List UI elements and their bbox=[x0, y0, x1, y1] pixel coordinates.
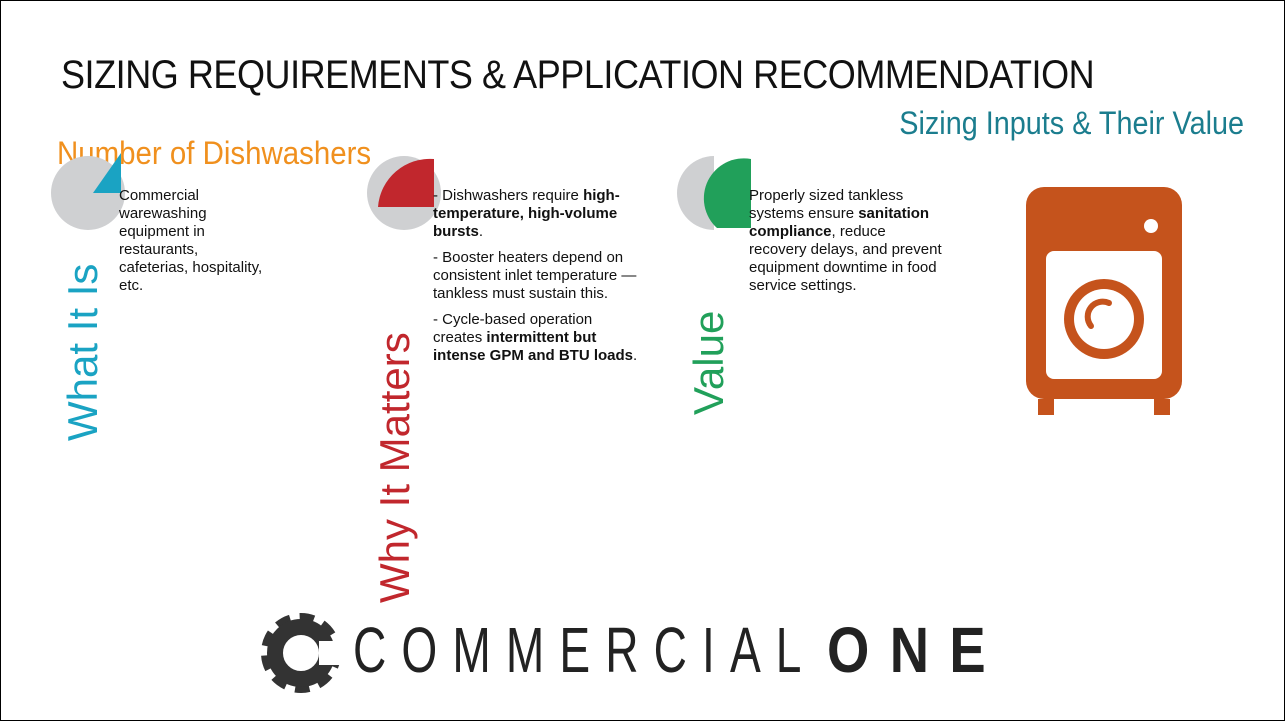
column-text: - Dishwashers require high-temperature, … bbox=[433, 187, 645, 373]
paragraph: - Cycle-based operation creates intermit… bbox=[433, 311, 645, 365]
icon-why bbox=[367, 156, 441, 230]
bold-text: sanitation compliance bbox=[749, 205, 930, 240]
text: - Dishwashers require bbox=[433, 187, 584, 204]
subtitle: Sizing Inputs & Their Value bbox=[899, 105, 1244, 141]
column-text: Properly sized tankless systems ensure s… bbox=[749, 187, 944, 303]
logo-gear bbox=[261, 613, 349, 693]
paragraph: - Booster heaters depend on consistent i… bbox=[433, 249, 645, 303]
paragraph: Properly sized tankless systems ensure s… bbox=[749, 187, 944, 295]
bold-text: intermittent but intense GPM and BTU loa… bbox=[433, 329, 634, 364]
text: . bbox=[633, 347, 638, 364]
text: , reduce recovery delays, and prevent eq… bbox=[749, 223, 942, 294]
icon-what bbox=[51, 153, 125, 230]
dishwasher-icon bbox=[1026, 187, 1182, 415]
column-text: Commercial warewashing equipment in rest… bbox=[119, 187, 264, 303]
icon-value bbox=[677, 156, 751, 230]
paragraph: - Dishwashers require high-temperature, … bbox=[433, 187, 645, 241]
column-label: Why It Matters bbox=[371, 332, 418, 603]
logo-text: COMMERCIAL bbox=[353, 614, 817, 686]
column-label: What It Is bbox=[59, 263, 106, 441]
paragraph: Commercial warewashing equipment in rest… bbox=[119, 187, 264, 295]
text: Commercial warewashing equipment in rest… bbox=[119, 187, 263, 294]
text: Properly sized tankless systems ensure bbox=[749, 187, 904, 222]
title: SIZING REQUIREMENTS & APPLICATION RECOMM… bbox=[61, 53, 1095, 97]
text: - Booster heaters depend on consistent i… bbox=[433, 249, 637, 302]
text: - Cycle-based operation creates bbox=[433, 311, 593, 346]
column-label: Value bbox=[685, 310, 732, 415]
bold-text: high-temperature, high-volume bursts bbox=[433, 187, 620, 240]
logo-text-bold: ONE bbox=[827, 614, 1007, 686]
text: . bbox=[478, 223, 484, 240]
